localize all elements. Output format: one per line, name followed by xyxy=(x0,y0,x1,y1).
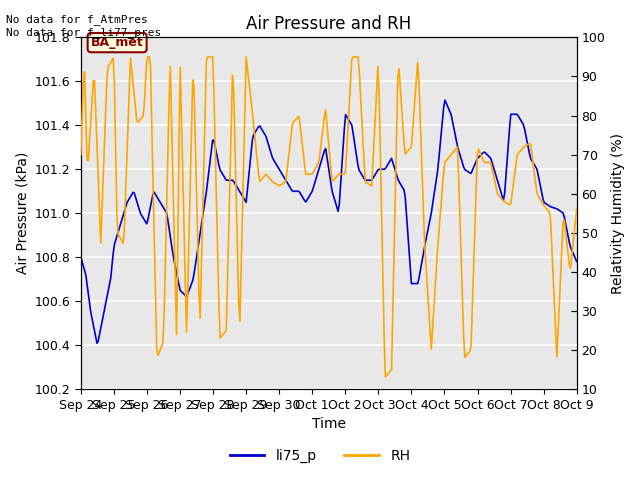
X-axis label: Time: Time xyxy=(312,418,346,432)
Legend: li75_p, RH: li75_p, RH xyxy=(224,443,416,468)
Text: No data for f_AtmPres
No data for f_li77_pres: No data for f_AtmPres No data for f_li77… xyxy=(6,14,162,38)
Title: Air Pressure and RH: Air Pressure and RH xyxy=(246,15,412,33)
Text: BA_met: BA_met xyxy=(91,36,143,49)
Y-axis label: Air Pressure (kPa): Air Pressure (kPa) xyxy=(15,152,29,275)
Y-axis label: Relativity Humidity (%): Relativity Humidity (%) xyxy=(611,133,625,294)
